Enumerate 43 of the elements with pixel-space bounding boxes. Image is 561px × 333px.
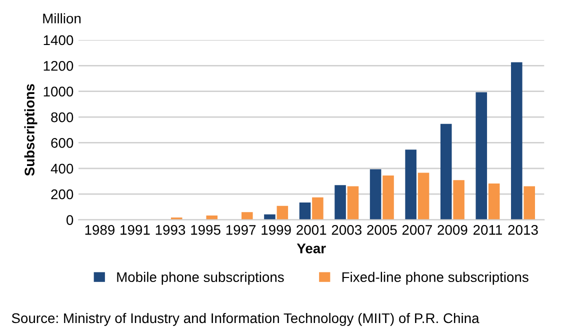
bar bbox=[453, 180, 464, 220]
bar bbox=[476, 92, 488, 220]
legend-label: Mobile phone subscriptions bbox=[117, 272, 284, 285]
bar bbox=[276, 206, 288, 220]
source-note: Source: Ministry of Industry and Information Technology (MIIT) of P.R. China bbox=[12, 312, 480, 326]
bar bbox=[242, 212, 253, 220]
x-tick-label: 1997 bbox=[226, 225, 256, 235]
bar bbox=[334, 185, 346, 220]
bar bbox=[347, 186, 359, 220]
bar bbox=[405, 150, 416, 220]
y-tick-label: 400 bbox=[50, 164, 74, 174]
bar bbox=[370, 169, 382, 220]
x-tick-label: 1995 bbox=[191, 225, 220, 235]
x-tick-label: 1993 bbox=[156, 225, 186, 235]
y-tick-label: 1200 bbox=[44, 60, 74, 71]
bar bbox=[418, 172, 430, 220]
bar bbox=[312, 197, 324, 220]
x-tick-label: 1989 bbox=[85, 225, 114, 235]
bar bbox=[511, 62, 522, 220]
y-tick-label: 1000 bbox=[44, 86, 74, 97]
y-tick-label: 0 bbox=[66, 215, 74, 225]
x-tick-label: 2013 bbox=[508, 225, 538, 235]
x-tick-label: 2005 bbox=[367, 225, 397, 235]
y-tick-label: 600 bbox=[51, 138, 74, 148]
y-tick-label: 200 bbox=[51, 189, 74, 200]
x-axis-title: Year bbox=[296, 244, 326, 254]
x-tick-label: 1991 bbox=[120, 225, 150, 235]
x-tick-label: 2011 bbox=[473, 225, 502, 235]
y-tick-label: 1400 bbox=[44, 35, 74, 46]
bar bbox=[440, 124, 452, 220]
y-tick-label: 800 bbox=[51, 112, 74, 122]
chart-subtitle: Million bbox=[43, 13, 81, 24]
bar bbox=[382, 175, 394, 220]
legend-label: Fixed-line phone subscriptions bbox=[342, 272, 528, 285]
bar bbox=[299, 202, 311, 220]
x-tick-label: 1999 bbox=[262, 225, 291, 235]
bar bbox=[488, 184, 500, 220]
x-tick-label: 2009 bbox=[438, 225, 468, 235]
y-axis-title: Subscriptions bbox=[24, 84, 38, 176]
x-tick-label: 2007 bbox=[402, 225, 432, 235]
bar bbox=[524, 186, 535, 220]
x-tick-label: 2003 bbox=[332, 225, 362, 235]
x-tick-label: 2001 bbox=[296, 225, 326, 235]
